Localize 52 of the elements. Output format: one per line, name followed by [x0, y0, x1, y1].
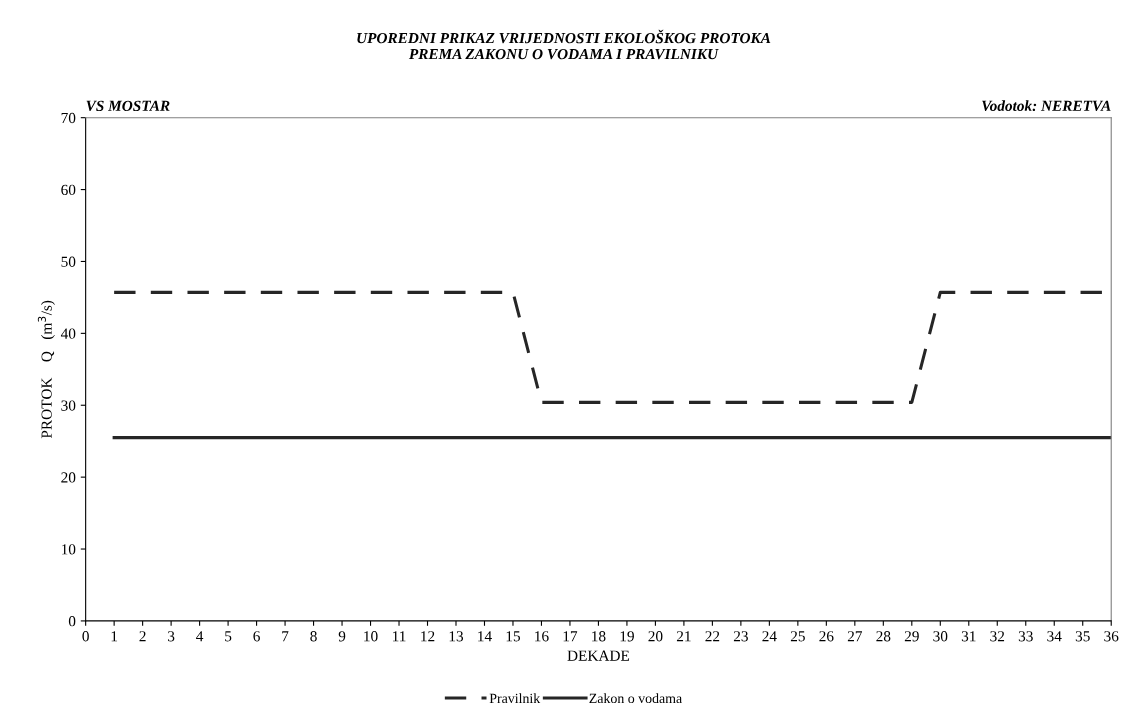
x-tick-label: 4 — [196, 631, 204, 642]
x-tick-label: 10 — [364, 631, 378, 642]
y-tick-label: 20 — [61, 472, 76, 483]
x-tick-label: 8 — [310, 631, 317, 642]
x-tick-label: 35 — [1075, 631, 1090, 642]
y-tick-label: 50 — [61, 256, 76, 267]
x-tick-label: 6 — [253, 631, 260, 642]
x-tick-label: 23 — [733, 631, 748, 642]
x-tick-label: 32 — [990, 631, 1005, 642]
x-tick-label: 9 — [338, 631, 346, 642]
x-tick-label: 33 — [1018, 631, 1033, 642]
y-tick-label: 30 — [61, 400, 76, 411]
legend-label: Zakon o vodama — [589, 693, 682, 704]
x-tick-label: 24 — [762, 631, 777, 642]
x-tick-label: 34 — [1047, 631, 1062, 642]
x-tick-label: 19 — [620, 631, 634, 642]
x-tick-label: 27 — [847, 631, 863, 642]
x-tick-label: 22 — [705, 631, 720, 642]
x-tick-label: 5 — [225, 631, 232, 642]
x-tick-label: 26 — [819, 631, 834, 642]
y-tick-label: 70 — [61, 112, 76, 124]
x-tick-label: 17 — [563, 631, 578, 642]
text: VS MOSTAR — [86, 100, 170, 112]
y-tick-label: 10 — [62, 544, 76, 555]
x-tick-label: 29 — [904, 631, 919, 642]
x-tick-label: 20 — [648, 631, 663, 642]
y-tick-label: 60 — [61, 184, 76, 196]
x-tick-label: 16 — [535, 631, 549, 642]
x-tick-label: 25 — [790, 631, 805, 642]
x-tick-label: 13 — [449, 631, 464, 642]
y-tick-label: 40 — [60, 328, 76, 339]
x-tick-label: 7 — [282, 631, 289, 642]
y-tick-label: 0 — [68, 616, 76, 627]
x-tick-label: 30 — [933, 631, 948, 642]
x-tick-label: 0 — [82, 631, 89, 642]
y-axis-title: PROTOK Q (m$^{3}$/s) — [37, 300, 55, 439]
x-tick-label: 31 — [961, 631, 976, 642]
x-tick-label: 21 — [676, 631, 691, 642]
x-tick-label: 36 — [1104, 631, 1119, 642]
x-tick-label: 12 — [421, 631, 435, 642]
x-tick-label: 1 — [111, 631, 118, 642]
x-tick-label: 2 — [139, 631, 146, 642]
x-tick-label: 18 — [592, 631, 606, 642]
text: Vodotok: NERETVA — [982, 100, 1111, 112]
x-axis-title: DEKADE — [567, 650, 630, 661]
x-tick-label: 11 — [393, 631, 406, 642]
x-tick-label: 14 — [478, 631, 492, 642]
chart-title: UPOREDNI PRIKAZ VRIJEDNOSTI EKOLOŠKOG PROTOKA PREMA ZAKONU O VODAMA I PRAVILNIKU — [357, 29, 771, 60]
x-tick-label: 15 — [506, 631, 521, 642]
x-tick-label: 28 — [876, 631, 891, 642]
legend-label: Pravilnik — [489, 693, 541, 704]
x-tick-label: 3 — [168, 631, 175, 642]
